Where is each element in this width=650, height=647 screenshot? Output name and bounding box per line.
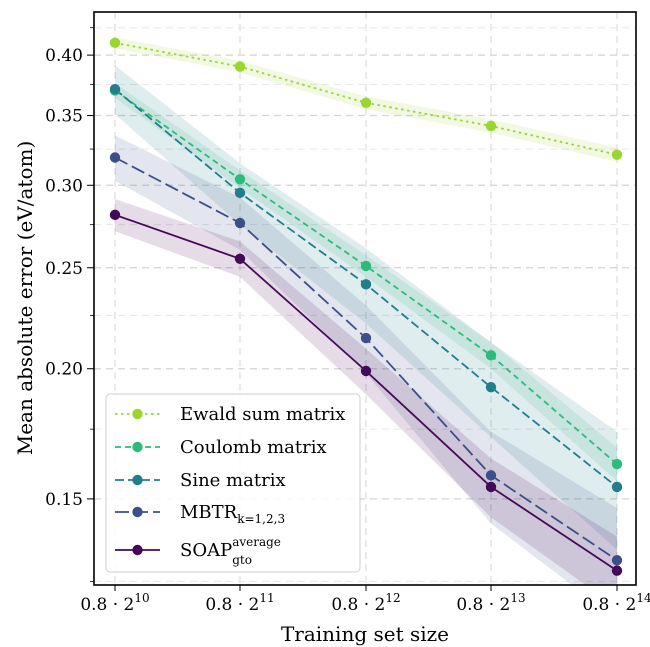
series-point bbox=[611, 565, 623, 576]
legend: Ewald sum matrix Coulomb matrix Sine matri… bbox=[105, 393, 361, 573]
legend-label: SOAPaverage gto bbox=[180, 535, 281, 567]
series-point bbox=[109, 37, 121, 49]
series-point bbox=[360, 97, 372, 108]
series-point bbox=[234, 187, 246, 199]
series-point bbox=[109, 209, 121, 221]
series-point bbox=[611, 481, 623, 493]
series-markers bbox=[109, 37, 623, 576]
series-point bbox=[109, 152, 121, 163]
legend-marker bbox=[132, 441, 143, 453]
series-point bbox=[485, 381, 497, 393]
x-axis-label: Training set size bbox=[281, 622, 449, 646]
series-line bbox=[114, 89, 618, 465]
x-tick-label: 0.8 · 211 bbox=[205, 591, 274, 615]
series-point bbox=[360, 365, 372, 377]
y-tick-label: 0.20 bbox=[45, 360, 83, 380]
legend-label: Coulomb matrix bbox=[180, 437, 327, 458]
legend-marker bbox=[132, 544, 143, 556]
legend-box bbox=[105, 393, 361, 573]
series-point bbox=[360, 332, 372, 344]
y-tick-label: 0.25 bbox=[45, 259, 83, 279]
legend-label: Sine matrix bbox=[180, 470, 286, 491]
series-point bbox=[360, 260, 372, 272]
x-tick-label: 0.8 · 210 bbox=[80, 591, 149, 615]
series-point bbox=[611, 149, 623, 160]
series-band bbox=[115, 65, 617, 550]
series-point bbox=[485, 470, 497, 481]
series-point bbox=[485, 350, 497, 361]
plot-frame bbox=[93, 11, 637, 586]
y-tick-label: 0.15 bbox=[45, 490, 83, 510]
series-point bbox=[234, 61, 246, 72]
y-tick-label: 0.30 bbox=[45, 176, 83, 196]
series-point bbox=[360, 279, 372, 290]
series-point bbox=[485, 481, 497, 493]
x-tick-label: 0.8 · 214 bbox=[582, 591, 650, 615]
x-tick-label: 0.8 · 213 bbox=[456, 591, 525, 615]
series-point bbox=[109, 83, 121, 95]
series-point bbox=[234, 253, 246, 265]
x-tick-label: 0.8 · 212 bbox=[331, 591, 400, 615]
y-axis-label: Mean absolute error (eV/atom) bbox=[13, 141, 37, 456]
legend-label: Ewald sum matrix bbox=[180, 404, 345, 425]
legend-marker bbox=[132, 506, 143, 518]
series-point bbox=[485, 120, 497, 132]
axis-ticks: 0.8 · 210 0.8 · 211 0.8 · 212 0.8 · 213 0.8 … bbox=[45, 27, 650, 615]
y-tick-label: 0.35 bbox=[45, 107, 83, 127]
series-point bbox=[611, 554, 623, 566]
legend-marker bbox=[132, 408, 143, 420]
series-point bbox=[611, 458, 623, 470]
legend-marker bbox=[132, 474, 143, 486]
series-point bbox=[234, 217, 246, 229]
legend-label: MBTRk=1,2,3 bbox=[180, 502, 285, 526]
y-tick-label: 0.40 bbox=[45, 46, 83, 66]
series-point bbox=[234, 174, 246, 185]
